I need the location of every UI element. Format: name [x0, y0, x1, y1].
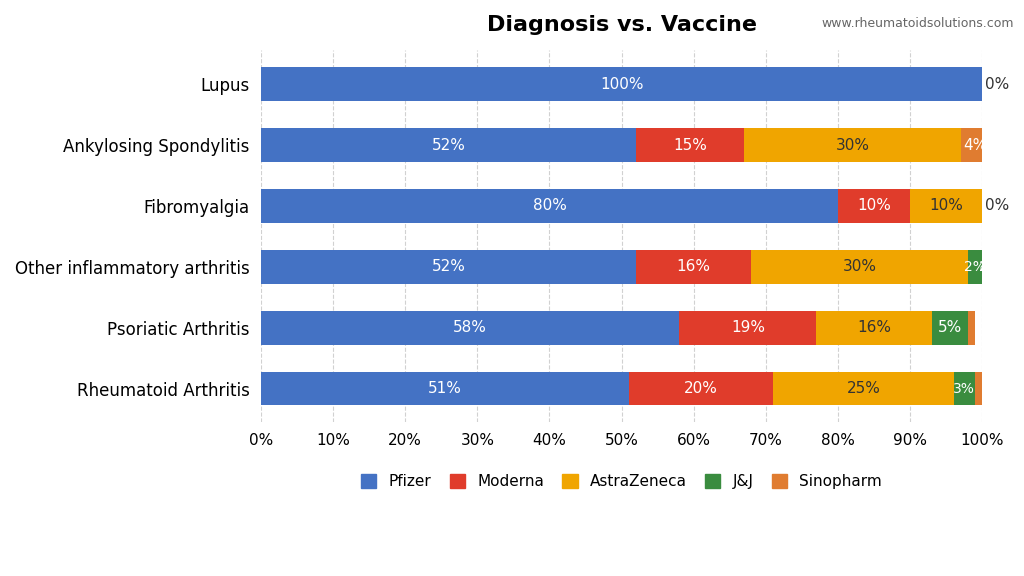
Bar — [982, 250, 996, 283]
Text: 52%: 52% — [431, 259, 465, 274]
Text: 51%: 51% — [428, 381, 462, 396]
Text: 0%: 0% — [984, 198, 1009, 214]
Bar — [629, 372, 773, 406]
Bar — [932, 311, 968, 344]
Legend: Pfizer, Moderna, AstraZeneca, J&J, Sinopharm: Pfizer, Moderna, AstraZeneca, J&J, Sinop… — [361, 474, 883, 489]
Text: 80%: 80% — [532, 198, 566, 214]
Text: 30%: 30% — [836, 138, 869, 153]
Bar — [752, 250, 968, 283]
Text: 2%: 2% — [979, 260, 1000, 274]
Title: Diagnosis vs. Vaccine: Diagnosis vs. Vaccine — [486, 15, 757, 35]
Text: 3%: 3% — [953, 382, 975, 396]
Bar — [261, 372, 629, 406]
Bar — [744, 128, 961, 162]
Text: www.rheumatoidsolutions.com: www.rheumatoidsolutions.com — [821, 17, 1014, 31]
Bar — [261, 128, 636, 162]
Text: 30%: 30% — [843, 259, 877, 274]
Text: 16%: 16% — [857, 320, 891, 335]
Text: 0%: 0% — [984, 77, 1009, 92]
Text: 10%: 10% — [857, 198, 891, 214]
Text: 20%: 20% — [684, 381, 718, 396]
Bar — [953, 372, 975, 406]
Bar — [261, 67, 982, 101]
Text: 58%: 58% — [454, 320, 487, 335]
Text: 52%: 52% — [431, 138, 465, 153]
Bar — [961, 128, 989, 162]
Text: 10%: 10% — [930, 198, 964, 214]
Text: 25%: 25% — [847, 381, 881, 396]
Bar — [679, 311, 816, 344]
Text: 16%: 16% — [677, 259, 711, 274]
Text: 2%: 2% — [965, 260, 986, 274]
Text: 5%: 5% — [938, 320, 962, 335]
Bar — [968, 250, 982, 283]
Bar — [773, 372, 953, 406]
Bar — [910, 189, 982, 223]
Bar — [261, 250, 636, 283]
Bar — [261, 189, 838, 223]
Text: 100%: 100% — [600, 77, 643, 92]
Bar — [816, 311, 932, 344]
Bar — [838, 189, 910, 223]
Text: 4%: 4% — [963, 138, 987, 153]
Bar — [975, 372, 982, 406]
Text: 19%: 19% — [731, 320, 765, 335]
Bar — [636, 128, 744, 162]
Bar — [636, 250, 752, 283]
Text: 15%: 15% — [673, 138, 708, 153]
Bar — [968, 311, 975, 344]
Bar — [261, 311, 679, 344]
